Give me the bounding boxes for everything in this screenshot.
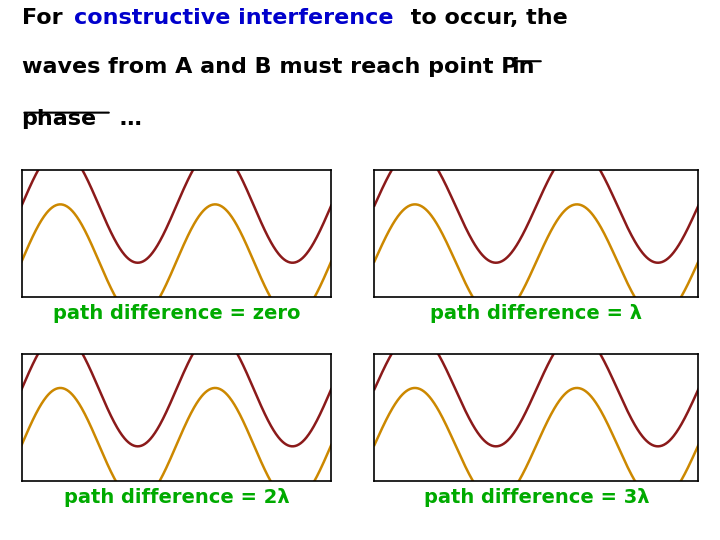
Text: path difference = λ: path difference = λ bbox=[431, 304, 642, 323]
Text: to occur, the: to occur, the bbox=[403, 8, 568, 28]
Text: path difference = 2λ: path difference = 2λ bbox=[63, 488, 289, 507]
Text: constructive interference: constructive interference bbox=[74, 8, 394, 28]
Text: path difference = 3λ: path difference = 3λ bbox=[423, 488, 649, 507]
Text: phase: phase bbox=[22, 109, 96, 129]
Text: path difference = zero: path difference = zero bbox=[53, 304, 300, 323]
Text: …: … bbox=[112, 109, 141, 129]
Text: waves from A and B must reach point P: waves from A and B must reach point P bbox=[22, 57, 525, 77]
Text: in: in bbox=[511, 57, 535, 77]
Text: For: For bbox=[22, 8, 70, 28]
